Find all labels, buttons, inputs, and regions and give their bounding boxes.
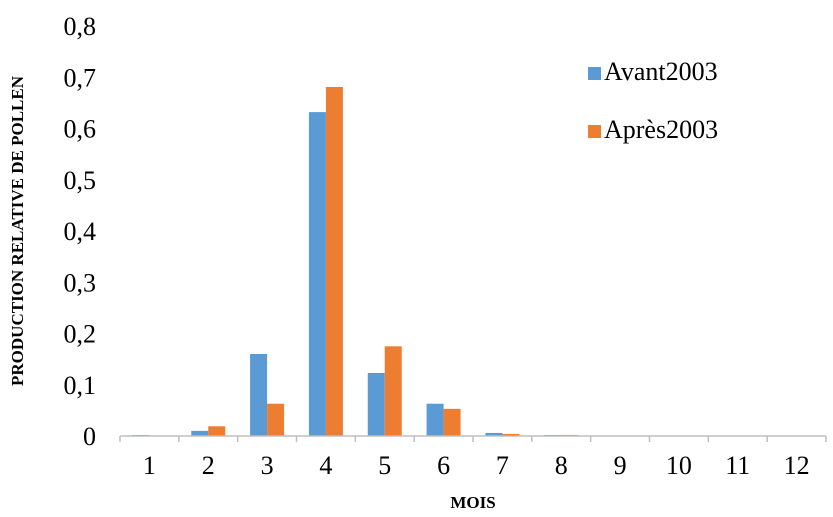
bar-avant-6 bbox=[426, 403, 444, 436]
x-tick-label: 10 bbox=[666, 451, 692, 480]
x-axis-tick-labels: 1 2 3 4 5 6 7 8 9 10 11 12 bbox=[119, 436, 827, 480]
bar-apres-5 bbox=[384, 346, 402, 436]
y-tick-label: 0 bbox=[83, 422, 96, 451]
legend-swatch bbox=[588, 67, 601, 80]
x-tick-label: 9 bbox=[614, 451, 627, 480]
bars bbox=[132, 86, 638, 437]
bar-avant-7 bbox=[485, 432, 503, 436]
bar-apres-6 bbox=[443, 408, 461, 436]
x-tick-label: 2 bbox=[202, 451, 215, 480]
x-tick-label: 3 bbox=[261, 451, 274, 480]
y-tick-label: 0,5 bbox=[64, 166, 97, 195]
bar-avant-5 bbox=[367, 372, 385, 436]
bar-avant-4 bbox=[308, 112, 326, 436]
y-tick-label: 0,4 bbox=[64, 217, 97, 246]
legend-swatch bbox=[588, 125, 601, 138]
bar-apres-7 bbox=[502, 433, 520, 436]
x-tick-label: 11 bbox=[725, 451, 750, 480]
bar-apres-2 bbox=[208, 426, 226, 436]
x-axis-title: MOIS bbox=[450, 493, 495, 512]
legend-label: Après2003 bbox=[604, 115, 718, 144]
x-tick-label: 5 bbox=[378, 451, 391, 480]
legend: Avant2003 Après2003 bbox=[588, 57, 718, 144]
y-tick-label: 0,3 bbox=[64, 268, 97, 297]
bar-apres-4 bbox=[325, 86, 343, 437]
legend-label: Avant2003 bbox=[604, 57, 718, 86]
y-axis-title: PRODUCTION RELATIVE DE POLLEN bbox=[8, 75, 27, 386]
bar-apres-3 bbox=[267, 403, 285, 436]
x-tick-label: 6 bbox=[437, 451, 450, 480]
bar-avant-3 bbox=[250, 354, 268, 436]
x-tick-label: 12 bbox=[784, 451, 810, 480]
y-tick-label: 0,7 bbox=[64, 63, 97, 92]
y-tick-label: 0,1 bbox=[64, 371, 97, 400]
x-tick-label: 8 bbox=[555, 451, 568, 480]
x-tick-label: 1 bbox=[143, 451, 156, 480]
y-axis-tick-labels: 0 0,1 0,2 0,3 0,4 0,5 0,6 0,7 0,8 bbox=[64, 12, 97, 451]
x-tick-label: 4 bbox=[319, 451, 332, 480]
y-tick-label: 0,2 bbox=[64, 320, 97, 349]
y-tick-label: 0,6 bbox=[64, 115, 97, 144]
x-tick-label: 7 bbox=[496, 451, 509, 480]
y-tick-label: 0,8 bbox=[64, 12, 97, 41]
bar-avant-2 bbox=[191, 430, 209, 436]
